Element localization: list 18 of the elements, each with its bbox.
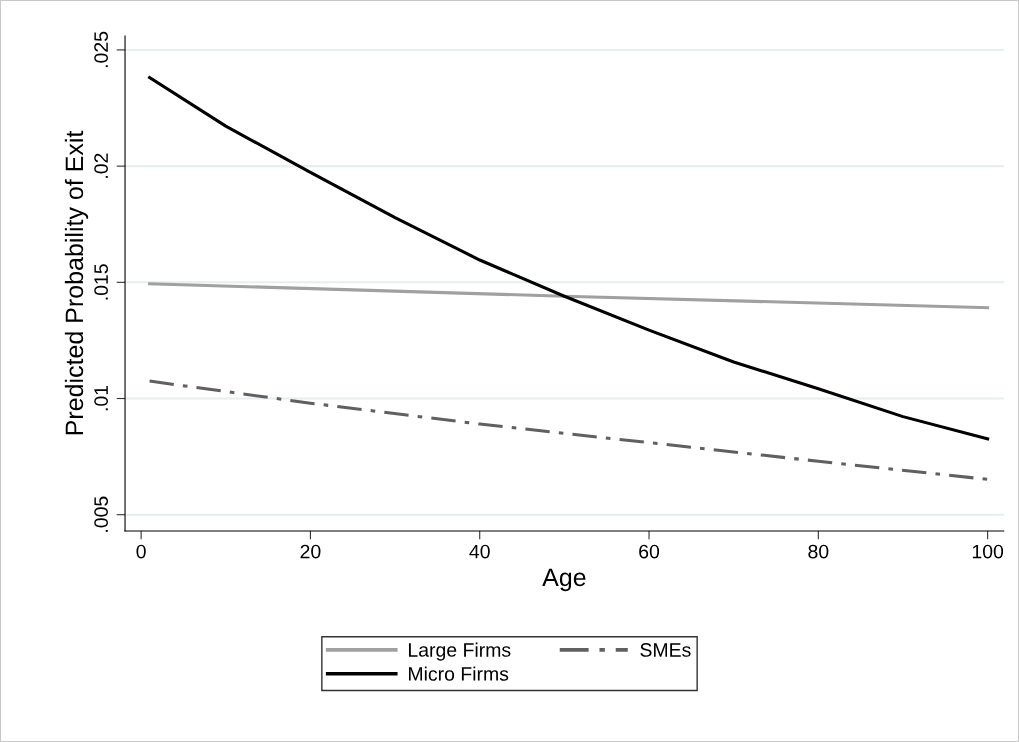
- y-tick-label: .01: [94, 385, 108, 411]
- x-tick-label: 0: [136, 544, 146, 559]
- y-tick-label: .005: [94, 496, 108, 532]
- x-tick-label: 20: [300, 544, 321, 559]
- y-tick-label: .015: [94, 264, 108, 300]
- line-series: [148, 379, 990, 481]
- x-axis-title: Age: [542, 568, 586, 592]
- y-axis-title: Predicted Probability of Exit: [64, 130, 89, 435]
- line-series: [148, 76, 990, 441]
- y-tick-label: .025: [94, 31, 108, 68]
- legend-label: Large Firms: [409, 642, 511, 661]
- y-tick-label: .02: [94, 153, 108, 178]
- x-tick-label: 80: [808, 544, 829, 559]
- x-tick-label: 40: [469, 544, 490, 559]
- x-tick-label: 100: [972, 544, 1004, 559]
- legend-label: SMEs: [640, 643, 691, 657]
- legend-label: Micro Firms: [409, 666, 509, 681]
- x-tick-label: 60: [639, 544, 660, 559]
